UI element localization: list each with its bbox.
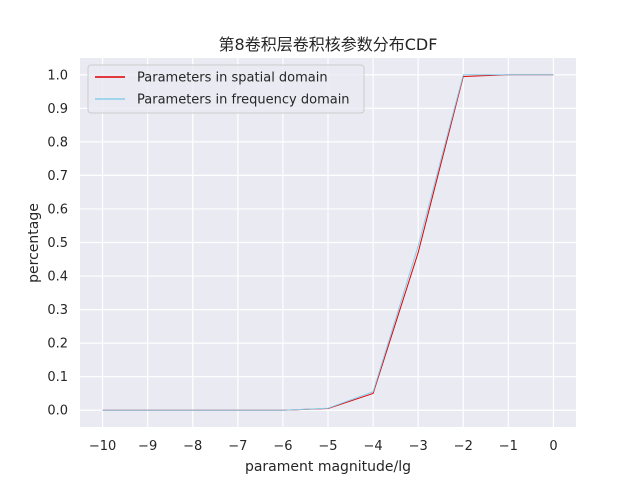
legend-box [87, 64, 365, 114]
y-tick-label: 0.5 [47, 236, 68, 251]
legend: Parameters in spatial domain Parameters … [87, 64, 365, 114]
x-tick-label: −5 [318, 439, 337, 454]
y-tick-label: 0.3 [47, 303, 68, 318]
x-tick-label: −6 [273, 439, 292, 454]
y-tick-labels: 0.0 0.1 0.2 0.3 0.4 0.5 0.6 0.7 0.8 0.9 1.0 [47, 68, 68, 418]
x-tick-label: −10 [89, 439, 116, 454]
y-tick-label: 0.2 [47, 337, 68, 352]
y-tick-label: 0.4 [47, 270, 68, 285]
y-tick-label: 0.6 [47, 202, 68, 217]
y-tick-label: 0.0 [47, 404, 68, 419]
grid-lines [80, 58, 576, 427]
y-tick-label: 1.0 [47, 68, 68, 83]
chart-title: 第8卷积层卷积核参数分布CDF [219, 35, 438, 54]
x-tick-label: −8 [183, 439, 202, 454]
y-tick-label: 0.8 [47, 135, 68, 150]
y-tick-label: 0.7 [47, 169, 68, 184]
x-axis-label: parament magnitude/lg [245, 459, 411, 475]
y-tick-label: 0.9 [47, 102, 68, 117]
y-axis-label: percentage [26, 203, 42, 283]
x-tick-label: −7 [228, 439, 247, 454]
x-tick-labels: −10 −9 −8 −7 −6 −5 −4 −3 −2 −1 0 [89, 439, 558, 454]
x-tick-label: −1 [499, 439, 518, 454]
legend-label-frequency: Parameters in frequency domain [137, 93, 350, 108]
y-tick-label: 0.1 [47, 370, 68, 385]
x-tick-label: −3 [409, 439, 428, 454]
x-tick-label: 0 [549, 439, 557, 454]
series-line-frequency [102, 74, 554, 411]
series-layer [102, 74, 554, 411]
x-tick-label: −2 [454, 439, 473, 454]
x-tick-label: −9 [138, 439, 157, 454]
legend-label-spatial: Parameters in spatial domain [137, 71, 328, 86]
x-tick-label: −4 [364, 439, 383, 454]
